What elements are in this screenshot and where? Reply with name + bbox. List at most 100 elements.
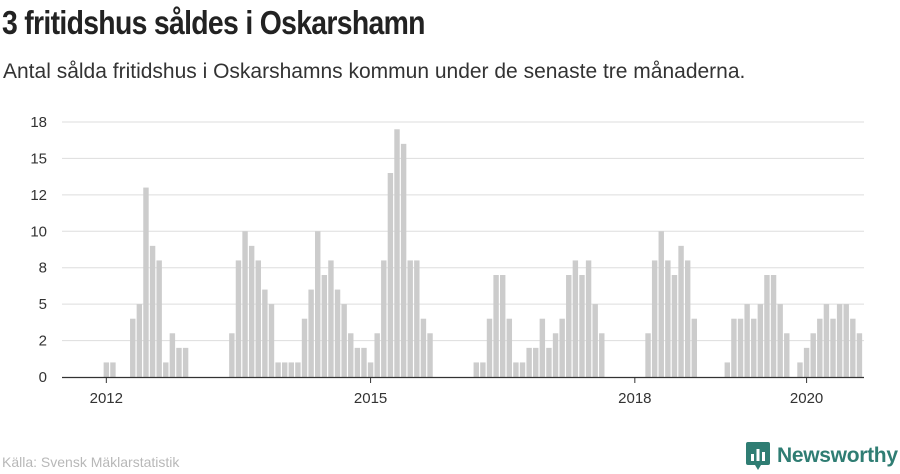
bar xyxy=(651,260,658,377)
x-tick-label: 2020 xyxy=(790,390,823,407)
bar xyxy=(803,347,810,377)
bar xyxy=(592,304,598,377)
bar xyxy=(176,347,182,377)
bar xyxy=(169,333,176,377)
bar xyxy=(836,304,843,377)
bar xyxy=(288,362,295,377)
y-tick-label: 15 xyxy=(30,150,47,167)
bar-chart: 0 2 5 8 10 12 15 18 2012 2015 2018 2020 3 xyxy=(30,0,891,407)
bar xyxy=(599,333,605,377)
bar xyxy=(348,333,354,377)
bar xyxy=(374,333,380,377)
bar xyxy=(737,318,744,377)
bar xyxy=(242,231,248,377)
bar xyxy=(103,362,110,377)
bar xyxy=(658,231,664,377)
bar xyxy=(295,362,301,377)
bar xyxy=(665,260,671,377)
bar xyxy=(552,333,559,377)
bar xyxy=(308,289,314,377)
bar xyxy=(645,333,651,377)
bar xyxy=(843,304,849,377)
bar xyxy=(110,362,116,377)
bar xyxy=(480,362,486,377)
bar xyxy=(301,318,308,377)
bar xyxy=(513,362,519,377)
bar xyxy=(321,275,328,377)
bar xyxy=(420,318,427,377)
bar xyxy=(275,362,281,377)
bar xyxy=(182,347,189,377)
bar xyxy=(262,289,268,377)
bar xyxy=(585,260,592,377)
bar xyxy=(572,260,579,377)
bar xyxy=(229,333,235,377)
bar xyxy=(394,129,400,377)
newsworthy-logo-icon xyxy=(746,442,770,470)
bar xyxy=(328,260,334,377)
bar xyxy=(367,362,374,377)
y-tick-label: 8 xyxy=(39,260,47,277)
bar xyxy=(255,260,261,377)
bar xyxy=(691,318,697,377)
source-note: Källa: Svensk Mäklarstatistik xyxy=(2,454,180,470)
bar xyxy=(579,275,585,377)
bar xyxy=(566,275,572,377)
y-tick-label: 18 xyxy=(30,114,47,131)
y-tick-label: 0 xyxy=(39,369,47,386)
bar xyxy=(163,362,169,377)
highlight-data-label: 3 xyxy=(880,0,891,5)
bar xyxy=(810,333,816,377)
bar xyxy=(341,304,347,377)
bar xyxy=(533,347,539,377)
bar xyxy=(757,304,764,377)
bar xyxy=(856,333,863,377)
bar xyxy=(744,304,750,377)
bar xyxy=(248,245,255,377)
bar xyxy=(823,304,830,377)
bar xyxy=(130,318,136,377)
bar xyxy=(830,318,836,377)
x-tick-label: 2015 xyxy=(354,390,387,407)
bar xyxy=(473,362,479,377)
bar xyxy=(400,143,407,377)
bar xyxy=(156,260,162,377)
bar xyxy=(724,362,731,377)
bar xyxy=(731,318,737,377)
bar xyxy=(777,304,783,377)
bar xyxy=(817,318,823,377)
brand-name: Newsworthy xyxy=(777,444,898,467)
bar xyxy=(143,187,149,377)
bar xyxy=(354,347,361,377)
bar xyxy=(493,275,499,377)
bar xyxy=(678,245,684,377)
bar xyxy=(268,304,275,377)
bar xyxy=(315,231,321,377)
y-tick-label: 12 xyxy=(30,187,47,204)
bar xyxy=(684,260,691,377)
page-title: 3 fritidshus såldes i Oskarshamn xyxy=(2,4,425,41)
bar xyxy=(519,362,526,377)
bar xyxy=(407,260,413,377)
bar xyxy=(506,318,513,377)
bar xyxy=(414,260,420,377)
bar xyxy=(546,347,552,377)
bar xyxy=(797,362,803,377)
x-tick-label: 2018 xyxy=(618,390,651,407)
y-tick-label: 2 xyxy=(39,333,47,350)
bar xyxy=(149,245,156,377)
bar xyxy=(784,333,790,377)
bar xyxy=(381,260,387,377)
y-tick-label: 5 xyxy=(39,296,47,313)
bar xyxy=(764,275,770,377)
bar xyxy=(539,318,546,377)
bar xyxy=(136,304,143,377)
bar xyxy=(281,362,288,377)
bar xyxy=(334,289,341,377)
bar xyxy=(427,333,433,377)
x-tick-label: 2012 xyxy=(90,390,123,407)
brand-logo: Newsworthy xyxy=(745,441,898,471)
bar xyxy=(486,318,493,377)
bar xyxy=(499,275,506,377)
bar xyxy=(559,318,565,377)
